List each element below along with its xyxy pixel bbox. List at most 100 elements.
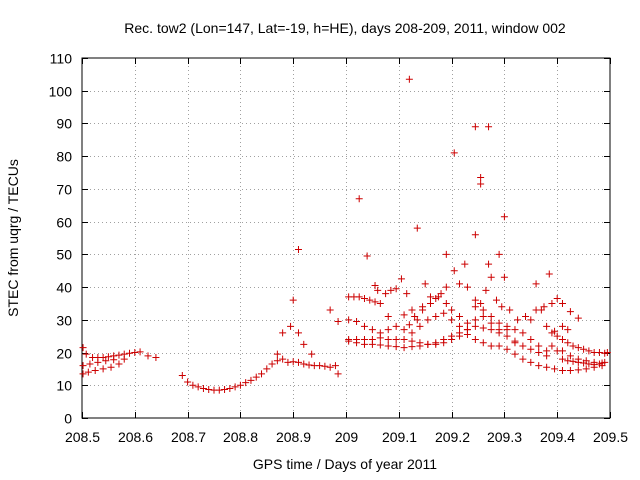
data-point: [440, 309, 448, 317]
data-point: [326, 306, 334, 314]
data-point: [456, 329, 464, 337]
data-point: [543, 352, 551, 360]
data-point: [376, 299, 384, 307]
data-point: [279, 355, 287, 363]
data-point: [321, 362, 329, 370]
data-point: [382, 290, 390, 298]
x-tick-label: 209.5: [593, 429, 628, 445]
data-point: [231, 383, 239, 391]
data-point: [471, 123, 479, 131]
data-point: [300, 360, 308, 368]
data-point: [566, 352, 574, 360]
data-point: [582, 365, 590, 373]
data-point: [500, 273, 508, 281]
data-point: [450, 149, 458, 157]
data-point: [471, 316, 479, 324]
data-point: [363, 252, 371, 260]
data-point: [104, 353, 112, 361]
data-point: [353, 339, 361, 347]
data-point: [569, 357, 577, 365]
data-point: [355, 293, 363, 301]
data-point: [368, 340, 376, 348]
data-point: [91, 367, 99, 375]
chart-title: Rec. tow2 (Lon=147, Lat=-19, h=HE), days…: [124, 20, 566, 36]
data-point: [345, 337, 353, 345]
data-point: [110, 356, 118, 364]
data-point: [144, 352, 152, 360]
data-point: [506, 306, 514, 314]
data-point: [479, 306, 487, 314]
data-points: [79, 75, 611, 394]
x-axis-label: GPS time / Days of year 2011: [253, 456, 437, 472]
data-point: [426, 293, 434, 301]
data-point: [79, 370, 87, 378]
data-point: [535, 362, 543, 370]
data-point: [300, 340, 308, 348]
data-point: [384, 342, 392, 350]
data-point: [514, 316, 522, 324]
data-point: [479, 339, 487, 347]
data-point: [102, 357, 110, 365]
data-point: [574, 344, 582, 352]
data-point: [448, 332, 456, 340]
data-point: [448, 316, 456, 324]
data-point: [392, 335, 400, 343]
data-point: [126, 349, 134, 357]
data-point: [448, 306, 456, 314]
data-point: [273, 357, 281, 365]
data-point: [384, 335, 392, 343]
x-tick-label: 209: [335, 429, 359, 445]
data-point: [115, 360, 123, 368]
data-point: [471, 296, 479, 304]
data-point: [527, 316, 535, 324]
data-point: [463, 326, 471, 334]
data-point: [479, 324, 487, 332]
data-point: [355, 195, 363, 203]
data-point: [548, 342, 556, 350]
data-point: [294, 329, 302, 337]
data-point: [392, 285, 400, 293]
data-point: [553, 295, 561, 303]
data-point: [463, 283, 471, 291]
data-point: [585, 347, 593, 355]
data-point: [107, 363, 115, 371]
data-point: [442, 299, 450, 307]
data-point: [294, 358, 302, 366]
data-point: [495, 250, 503, 258]
data-point: [543, 363, 551, 371]
data-point: [564, 326, 572, 334]
data-point: [551, 327, 559, 335]
data-point: [421, 280, 429, 288]
data-point: [353, 317, 361, 325]
y-tick-label: 100: [49, 84, 73, 100]
data-point: [334, 317, 342, 325]
data-point: [582, 357, 590, 365]
y-tick-label: 20: [56, 346, 72, 362]
data-point: [384, 313, 392, 321]
data-point: [221, 386, 229, 394]
data-point: [492, 296, 500, 304]
data-point: [152, 353, 160, 361]
data-point: [558, 335, 566, 343]
data-point: [442, 283, 450, 291]
y-tick-label: 70: [56, 182, 72, 198]
data-point: [442, 250, 450, 258]
x-tick-label: 208.7: [171, 429, 206, 445]
data-point: [305, 361, 313, 369]
data-point: [368, 326, 376, 334]
data-point: [519, 342, 527, 350]
data-point: [86, 360, 94, 368]
data-point: [487, 326, 495, 334]
data-point: [440, 335, 448, 343]
data-point: [487, 319, 495, 327]
data-point: [558, 299, 566, 307]
data-point: [384, 326, 392, 334]
data-point: [495, 319, 503, 327]
y-tick-label: 10: [56, 378, 72, 394]
data-point: [511, 326, 519, 334]
data-point: [456, 313, 464, 321]
data-point: [471, 335, 479, 343]
x-tick-label: 208.6: [118, 429, 153, 445]
x-tick-label: 209.4: [540, 429, 575, 445]
